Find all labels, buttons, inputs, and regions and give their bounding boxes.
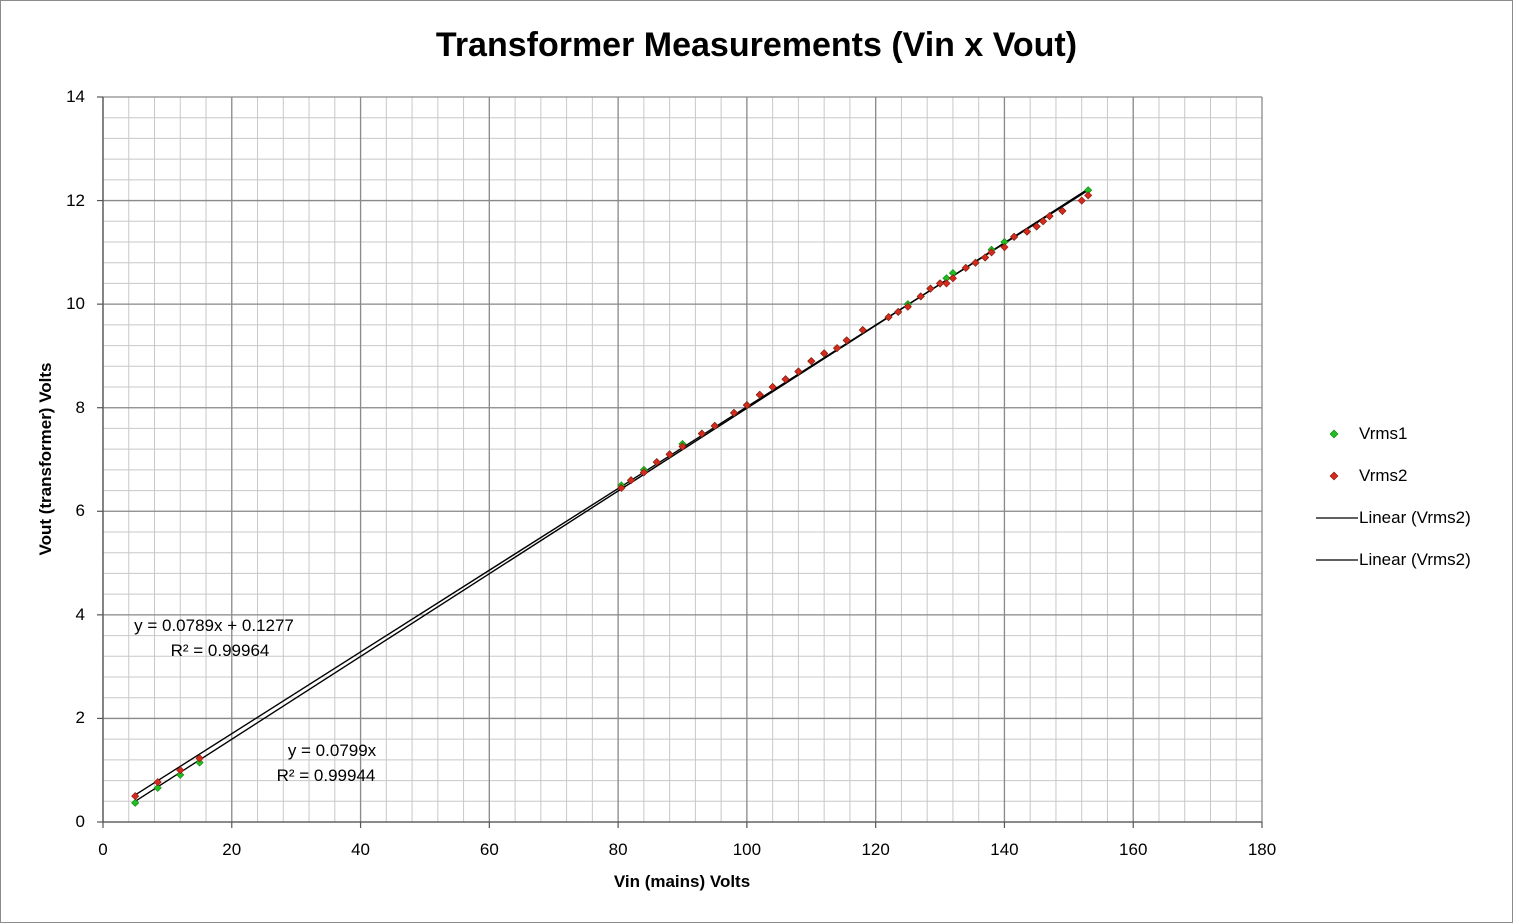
y-tick-label: 6 [35,501,85,521]
red-diamond-marker-icon [1316,465,1358,487]
data-point-vrms2 [949,275,956,282]
data-point-vrms2 [1085,192,1092,199]
data-point-vrms2 [1078,197,1085,204]
x-tick-label: 180 [1232,840,1292,860]
y-tick-label: 12 [35,191,85,211]
data-point-vrms2 [982,254,989,261]
y-tick-label: 4 [35,605,85,625]
trendline-1-r2: R² = 0.99964 [124,638,304,663]
y-tick-label: 2 [35,708,85,728]
legend-item-linear-1: Linear (Vrms2) [1316,507,1471,529]
legend-item-linear-2: Linear (Vrms2) [1316,549,1471,571]
legend-label-vrms2: Vrms2 [1359,466,1408,486]
x-tick-label: 140 [974,840,1034,860]
legend-label-linear-1: Linear (Vrms2) [1359,508,1471,528]
y-tick-label: 0 [35,812,85,832]
legend-label-vrms1: Vrms1 [1359,424,1408,444]
x-tick-label: 120 [846,840,906,860]
y-tick-label: 8 [35,398,85,418]
x-tick-label: 20 [202,840,262,860]
legend-item-vrms2: Vrms2 [1316,465,1408,487]
trendline-2-equation: y = 0.0799x [246,738,406,763]
trendline-1-equation: y = 0.0789x + 0.1277 [124,613,304,638]
legend-label-linear-2: Linear (Vrms2) [1359,550,1471,570]
x-tick-label: 160 [1103,840,1163,860]
line-swatch-icon [1316,549,1358,571]
green-diamond-marker-icon [1316,423,1358,445]
trendline-equation-1: y = 0.0789x + 0.1277 R² = 0.99964 [124,613,304,663]
x-tick-label: 60 [459,840,519,860]
x-tick-label: 0 [73,840,133,860]
x-tick-label: 100 [717,840,777,860]
y-tick-label: 14 [35,87,85,107]
trendline-equation-2: y = 0.0799x R² = 0.99944 [246,738,406,788]
y-tick-label: 10 [35,294,85,314]
line-swatch-icon [1316,507,1358,529]
y-axis-label: Vout (transformer) Volts [36,363,56,556]
x-tick-label: 80 [588,840,648,860]
x-tick-label: 40 [331,840,391,860]
legend-item-vrms1: Vrms1 [1316,423,1408,445]
x-axis-label: Vin (mains) Volts [482,872,882,892]
trendline-2-r2: R² = 0.99944 [246,763,406,788]
